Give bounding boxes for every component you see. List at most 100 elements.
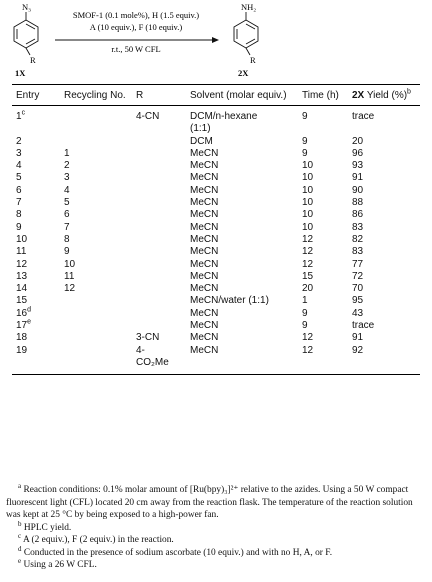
entry: 7 [16,197,22,209]
cell: 70 [348,283,420,295]
row: 8 6 MeCN 10 86 [12,209,420,221]
cell: MeCN [186,259,298,271]
ring-product [233,12,259,56]
cell: 2 [12,136,60,148]
condition: r.t., 50 W CFL [111,44,160,54]
entry: 2 [16,135,22,147]
footnote-text: Conducted in the presence of sodium asco… [23,547,333,558]
row: 5 3 MeCN 10 91 [12,172,420,184]
cell-text: 9 [64,246,70,258]
footnote: c A (2 equiv.), F (2 equiv.) in the reac… [6,531,426,547]
cell-text: 12 [302,258,314,270]
footnote-text: A (2 equiv.), F (2 equiv.) in the reacti… [22,535,174,545]
cell [60,308,132,320]
note-mark: c [18,531,22,540]
cell-text: 10 [302,221,314,233]
entry: 12 [16,258,28,270]
cell: 88 [348,197,420,209]
reaction-scheme: N₃ R 1X SMOF-1 (0.1 mole%), H (1.5 equiv… [13,2,259,78]
cell: 95 [348,295,420,307]
product-group: NH₂ [241,2,256,12]
cell: MeCN [186,234,298,246]
cell: 10 [298,197,348,209]
cell [60,295,132,307]
row: 19 4-CO₂Me MeCN 12 92 [12,345,420,375]
entry: 10 [16,233,28,245]
cell: 12 [298,234,348,246]
cell: DCM [186,136,298,148]
cell: MeCN [186,271,298,283]
cell: MeCN [186,308,298,320]
cell [132,295,186,307]
cell: 14 [12,283,60,295]
cell: 12 [298,259,348,271]
row: 17e MeCN 9 trace [12,319,420,332]
cell-text: 20 [302,283,314,295]
cell: 4 [60,185,132,197]
ring-reactant [13,12,39,56]
cell: 9 [298,308,348,320]
cell [132,209,186,221]
footnote: e Using a 26 W CFL. [6,556,426,572]
cell-text: MeCN [190,246,219,258]
entry: 11 [16,246,27,258]
cell [60,106,132,136]
cell: 9 [298,106,348,136]
cell-text: 70 [352,283,364,295]
cell-text: MeCN [190,320,219,332]
cell-text: 9 [302,135,308,147]
cell-text: 4 [64,184,70,196]
cell-text: MeCN [190,233,219,245]
cell: 11 [12,246,60,258]
cell: MeCN [186,320,298,332]
cell-text: 9 [302,147,308,159]
cell-text: 9 [302,111,308,122]
cell: 9 [298,148,348,160]
note-mark: b [18,519,22,528]
cell: 91 [348,332,420,344]
cell: 7 [12,197,60,209]
cell: 12 [60,283,132,295]
cell-text: 4-CN [136,111,160,122]
cell-text: MeCN/water (1:1) [190,295,269,307]
cell-text: MeCN [190,307,219,319]
cell-text: 82 [352,233,364,245]
cell: 72 [348,271,420,283]
cell: 43 [348,308,420,320]
cell: 10 [60,259,132,271]
cell-text: 10 [302,209,314,221]
cell: 10 [298,172,348,184]
cell: DCM/n-hexane (1:1) [186,106,298,136]
cell-text: 2 [64,160,70,172]
cell: MeCN [186,172,298,184]
note-mark: e [18,556,22,565]
cell: 12 [298,345,348,375]
results-table: Entry Recycling No. R Solvent (molar equ… [12,84,420,375]
cell-text: 7 [64,221,70,233]
cell [132,246,186,258]
cell: MeCN [186,332,298,344]
cell: 4-CO₂Me [132,345,186,375]
cell-text: 90 [352,184,364,196]
cell-text: MeCN [190,209,219,221]
cell: 3 [60,172,132,184]
entry: 17 [16,320,28,332]
cell-text: MeCN [190,344,219,356]
cell-text: 3-CN [136,332,160,344]
cell-text: DCM/n-hexane (1:1) [190,111,258,135]
cell: 3 [12,148,60,160]
row: 18 3-CN MeCN 12 91 [12,332,420,344]
cell-text: 9 [302,320,308,332]
cell-text: 6 [64,209,70,221]
header: R [136,90,144,101]
condition: A (10 equiv.), F (10 equiv.) [90,22,183,32]
cell: 13 [12,271,60,283]
row: 13 11 MeCN 15 72 [12,271,420,283]
cell: 83 [348,246,420,258]
cell: 12 [12,259,60,271]
footnote: b HPLC yield. [6,519,426,535]
note-mark: c [21,109,26,117]
row: 3 1 MeCN 9 96 [12,148,420,160]
footnote-text: Using a 26 W CFL. [23,560,97,570]
